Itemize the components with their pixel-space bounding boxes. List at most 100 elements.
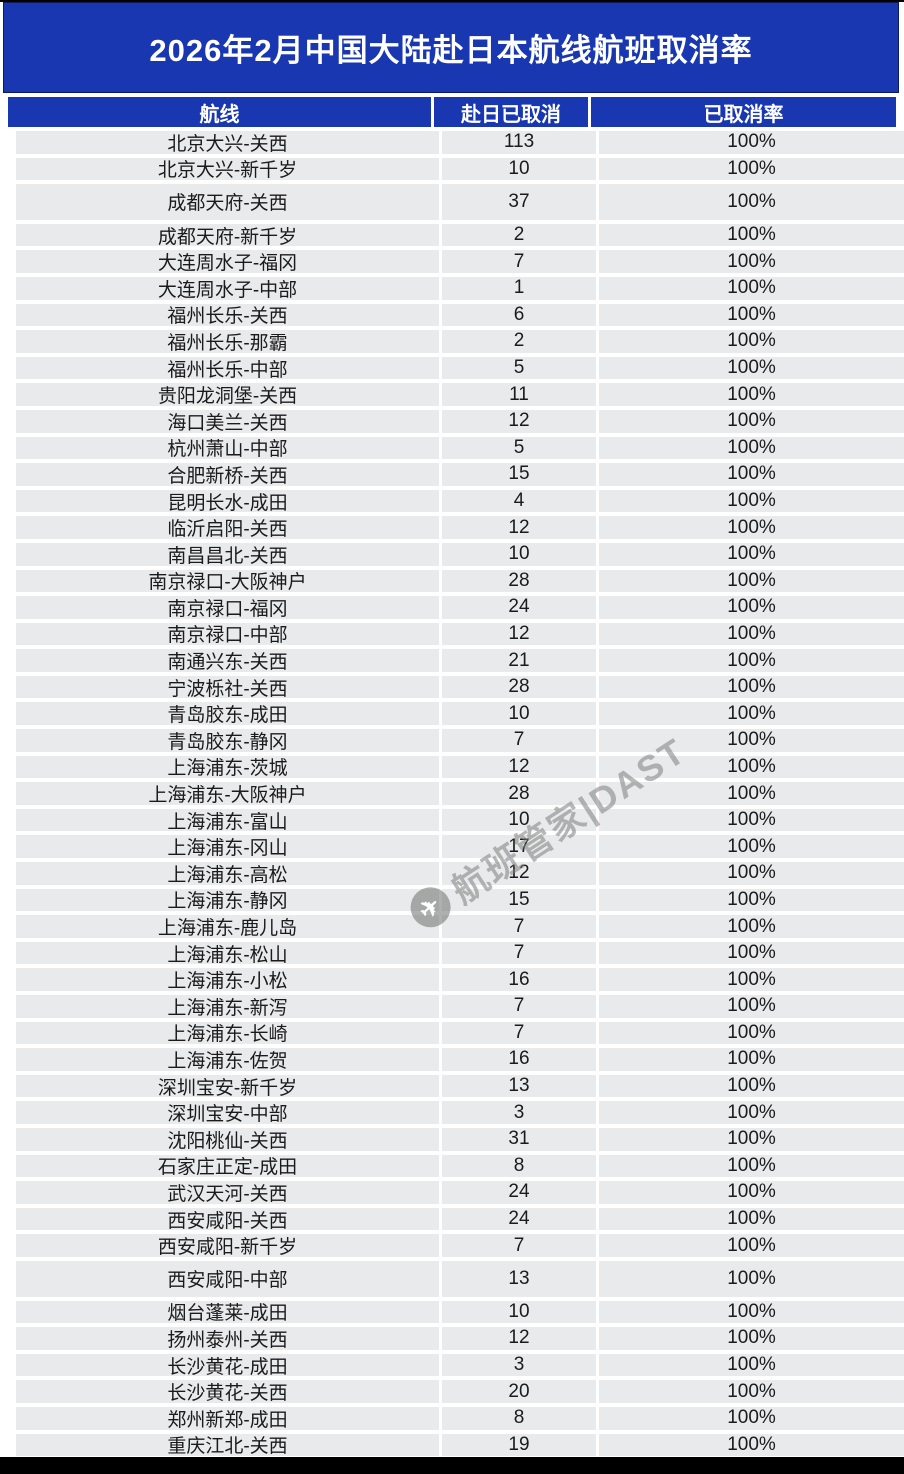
table-row: 南京禄口-福冈 24 100% <box>16 596 904 619</box>
route-cell: 青岛胶东-成田 <box>16 702 439 726</box>
cancelled-cell: 28 <box>442 782 596 805</box>
route-cell: 沈阳桃仙-关西 <box>16 1127 439 1151</box>
route-cell: 上海浦东-佐贺 <box>16 1048 439 1071</box>
cancelled-cell: 12 <box>442 1327 596 1350</box>
route-cell: 上海浦东-茨城 <box>16 755 439 779</box>
rate-cell: 100% <box>599 1181 904 1204</box>
route-cell: 南京禄口-中部 <box>16 622 439 646</box>
route-cell: 南通兴东-关西 <box>16 649 439 672</box>
rate-cell: 100% <box>599 569 904 593</box>
cancelled-cell: 12 <box>442 862 596 885</box>
route-cell: 西安咸阳-中部 <box>16 1260 439 1297</box>
route-cell: 上海浦东-小松 <box>16 968 439 991</box>
table-row: 西安咸阳-关西 24 100% <box>16 1207 904 1231</box>
table-row: 临沂启阳-关西 12 100% <box>16 516 904 539</box>
rate-cell: 100% <box>599 1380 904 1403</box>
route-cell: 大连周水子-中部 <box>16 276 439 300</box>
table-row: 上海浦东-小松 16 100% <box>16 968 904 991</box>
rate-cell: 100% <box>599 1406 904 1430</box>
table-row: 北京大兴-关西 113 100% <box>16 131 904 154</box>
cancelled-cell: 113 <box>442 131 596 154</box>
route-cell: 上海浦东-高松 <box>16 862 439 885</box>
table-row: 宁波栎社-关西 28 100% <box>16 675 904 699</box>
route-cell: 昆明长水-成田 <box>16 489 439 513</box>
cancelled-cell: 8 <box>442 1406 596 1430</box>
table-row: 北京大兴-新千岁 10 100% <box>16 157 904 181</box>
cancelled-cell: 7 <box>442 729 596 752</box>
cancelled-cell: 19 <box>442 1433 596 1457</box>
cancelled-cell: 37 <box>442 184 596 220</box>
table-row: 武汉天河-关西 24 100% <box>16 1181 904 1204</box>
cancelled-cell: 20 <box>442 1380 596 1403</box>
route-cell: 上海浦东-松山 <box>16 941 439 965</box>
cancelled-cell: 12 <box>442 409 596 433</box>
rate-cell: 100% <box>599 157 904 181</box>
cancelled-cell: 10 <box>442 157 596 181</box>
route-cell: 福州长乐-关西 <box>16 303 439 327</box>
route-cell: 上海浦东-静冈 <box>16 888 439 912</box>
rate-cell: 100% <box>599 1101 904 1124</box>
table-row: 上海浦东-高松 12 100% <box>16 862 904 885</box>
rate-cell: 100% <box>599 276 904 300</box>
rate-cell: 100% <box>599 383 904 406</box>
cancelled-cell: 11 <box>442 383 596 406</box>
rate-cell: 100% <box>599 250 904 273</box>
table-row: 南昌昌北-关西 10 100% <box>16 542 904 566</box>
rate-cell: 100% <box>599 1353 904 1377</box>
table-row: 成都天府-关西 37 100% <box>16 184 904 220</box>
rate-cell: 100% <box>599 675 904 699</box>
rate-cell: 100% <box>599 808 904 832</box>
rate-cell: 100% <box>599 1433 904 1457</box>
cancelled-cell: 5 <box>442 356 596 380</box>
route-cell: 上海浦东-富山 <box>16 808 439 832</box>
route-cell: 上海浦东-长崎 <box>16 1021 439 1045</box>
rate-cell: 100% <box>599 409 904 433</box>
cancelled-cell: 13 <box>442 1260 596 1297</box>
column-header-route: 航线 <box>8 97 431 127</box>
cancelled-cell: 10 <box>442 808 596 832</box>
route-cell: 上海浦东-鹿儿岛 <box>16 915 439 938</box>
rate-cell: 100% <box>599 968 904 991</box>
cancelled-cell: 17 <box>442 835 596 859</box>
cancelled-cell: 12 <box>442 755 596 779</box>
table-row: 南通兴东-关西 21 100% <box>16 649 904 672</box>
table-row: 成都天府-新千岁 2 100% <box>16 223 904 247</box>
table-row: 上海浦东-松山 7 100% <box>16 941 904 965</box>
table-row: 长沙黄花-成田 3 100% <box>16 1353 904 1377</box>
rate-cell: 100% <box>599 1074 904 1098</box>
route-cell: 贵阳龙洞堡-关西 <box>16 383 439 406</box>
rate-cell: 100% <box>599 463 904 486</box>
rate-cell: 100% <box>599 782 904 805</box>
table-row: 大连周水子-福冈 7 100% <box>16 250 904 273</box>
table-row: 上海浦东-鹿儿岛 7 100% <box>16 915 904 938</box>
table-row: 长沙黄花-关西 20 100% <box>16 1380 904 1403</box>
table-row: 南京禄口-大阪神户 28 100% <box>16 569 904 593</box>
table-row: 重庆江北-关西 19 100% <box>16 1433 904 1457</box>
route-cell: 北京大兴-新千岁 <box>16 157 439 181</box>
route-cell: 南京禄口-福冈 <box>16 596 439 619</box>
rate-cell: 100% <box>599 131 904 154</box>
route-cell: 重庆江北-关西 <box>16 1433 439 1457</box>
route-cell: 石家庄正定-成田 <box>16 1154 439 1178</box>
cancelled-cell: 1 <box>442 276 596 300</box>
cancelled-cell: 10 <box>442 542 596 566</box>
table-row: 上海浦东-长崎 7 100% <box>16 1021 904 1045</box>
table-row: 扬州泰州-关西 12 100% <box>16 1327 904 1350</box>
route-cell: 南昌昌北-关西 <box>16 542 439 566</box>
table-row: 南京禄口-中部 12 100% <box>16 622 904 646</box>
route-cell: 青岛胶东-静冈 <box>16 729 439 752</box>
cancelled-cell: 3 <box>442 1353 596 1377</box>
page-title: 2026年2月中国大陆赴日本航线航班取消率 <box>149 33 753 68</box>
column-header-rate: 已取消率 <box>591 97 896 127</box>
table-row: 西安咸阳-中部 13 100% <box>16 1260 904 1297</box>
cancelled-cell: 5 <box>442 436 596 460</box>
cancelled-cell: 28 <box>442 675 596 699</box>
route-cell: 大连周水子-福冈 <box>16 250 439 273</box>
rate-cell: 100% <box>599 489 904 513</box>
cancelled-cell: 7 <box>442 1234 596 1257</box>
cancelled-cell: 15 <box>442 463 596 486</box>
route-cell: 杭州萧山-中部 <box>16 436 439 460</box>
route-cell: 海口美兰-关西 <box>16 409 439 433</box>
cancelled-cell: 8 <box>442 1154 596 1178</box>
rate-cell: 100% <box>599 516 904 539</box>
